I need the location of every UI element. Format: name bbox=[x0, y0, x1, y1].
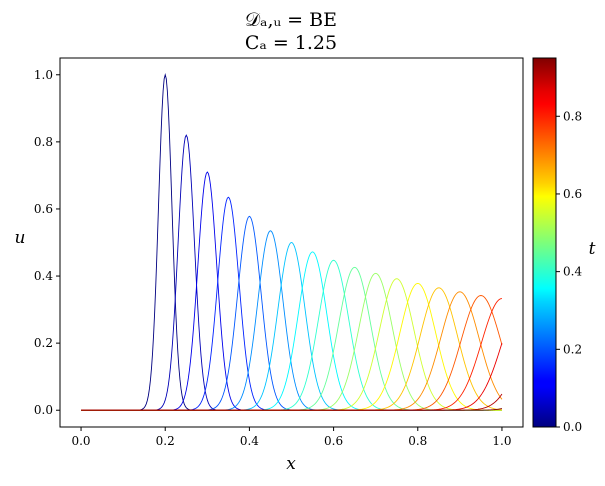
series-line-5 bbox=[81, 230, 502, 411]
series-line-13 bbox=[81, 287, 502, 411]
series-line-19 bbox=[81, 408, 503, 411]
series-layer bbox=[81, 72, 503, 411]
colorbar-tick-label-3: 0.6 bbox=[563, 187, 582, 201]
chart-title-line-2: Cₐ = 1.25 bbox=[245, 32, 337, 54]
series-line-3 bbox=[81, 196, 502, 411]
colorbar-tick-label-0: 0.0 bbox=[563, 420, 582, 434]
x-tick-label-1: 0.2 bbox=[156, 434, 175, 448]
x-tick-label-4: 0.8 bbox=[408, 434, 427, 448]
colorbar-ticks: 0.0 0.2 0.4 0.6 0.8 bbox=[556, 109, 582, 434]
series-line-14 bbox=[81, 291, 503, 411]
colorbar-tick-label-2: 0.4 bbox=[563, 265, 582, 279]
y-tick-label-2: 0.4 bbox=[34, 269, 53, 283]
series-line-4 bbox=[81, 215, 502, 411]
colorbar bbox=[532, 57, 557, 428]
x-tick-label-5: 1.0 bbox=[492, 434, 511, 448]
colorbar-tick-label-4: 0.8 bbox=[563, 109, 582, 123]
series-line-10 bbox=[81, 272, 502, 411]
x-axis-ticks: 0.0 0.2 0.4 0.6 0.8 1.0 bbox=[71, 427, 512, 448]
series-line-15 bbox=[81, 295, 503, 411]
series-line-12 bbox=[81, 282, 502, 411]
series-line-7 bbox=[81, 251, 502, 411]
x-tick-label-0: 0.0 bbox=[71, 434, 90, 448]
series-line-1 bbox=[81, 134, 502, 411]
chart-title-line-1: 𝒟ₐ,ᵤ = BE bbox=[245, 9, 337, 31]
series-line-2 bbox=[81, 171, 502, 411]
series-line-8 bbox=[81, 259, 502, 411]
y-tick-label-5: 1.0 bbox=[34, 68, 53, 82]
y-tick-label-3: 0.6 bbox=[34, 202, 53, 216]
y-tick-label-1: 0.2 bbox=[34, 336, 53, 350]
x-axis-label: x bbox=[286, 454, 296, 474]
x-tick-label-2: 0.4 bbox=[240, 434, 259, 448]
y-tick-label-4: 0.8 bbox=[34, 135, 53, 149]
y-axis-label: u bbox=[15, 228, 26, 248]
series-line-6 bbox=[81, 241, 502, 411]
y-tick-label-0: 0.0 bbox=[34, 403, 53, 417]
colorbar-tick-label-1: 0.2 bbox=[563, 342, 582, 356]
colorbar-label: t bbox=[589, 239, 596, 259]
x-tick-label-3: 0.6 bbox=[324, 434, 343, 448]
y-axis-ticks: 0.0 0.2 0.4 0.6 0.8 1.0 bbox=[34, 68, 60, 417]
series-line-17 bbox=[81, 342, 503, 411]
series-line-9 bbox=[81, 266, 502, 411]
plot-frame bbox=[59, 57, 524, 428]
